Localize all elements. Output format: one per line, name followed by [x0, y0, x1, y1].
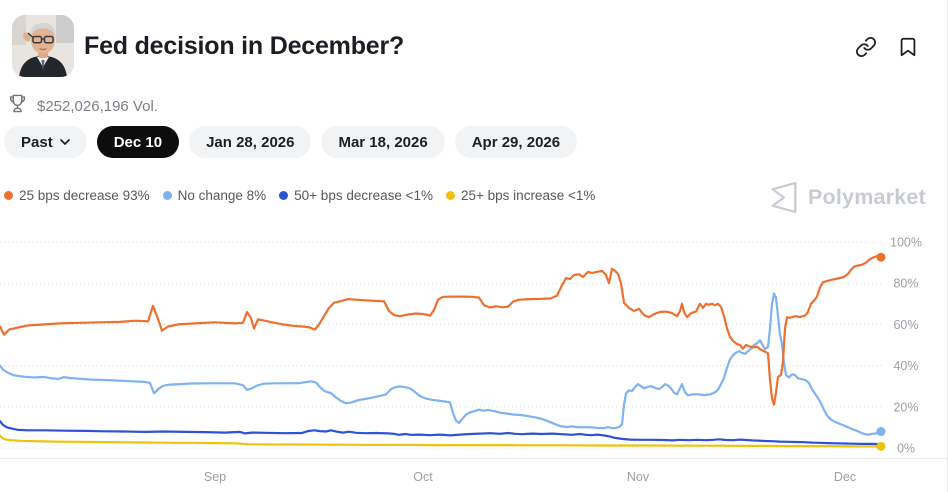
polymarket-logo-icon — [771, 181, 797, 214]
series-line-50-bps-decrease — [0, 420, 883, 446]
y-axis-tick-label: 0% — [897, 442, 915, 456]
y-axis-tick-label: 40% — [893, 359, 918, 373]
series-end-dot — [876, 441, 886, 451]
legend-item-50-bps-decrease: 50+ bps decrease <1% — [279, 188, 433, 203]
tab-past[interactable]: Past — [4, 126, 87, 158]
link-icon[interactable] — [855, 36, 877, 58]
x-axis-month-label: Oct — [413, 470, 433, 484]
jerome-powell-photo — [12, 15, 74, 77]
series-line-no-change — [0, 292, 883, 436]
bookmark-icon[interactable] — [897, 36, 919, 58]
x-axis-month-label: Sep — [204, 470, 226, 484]
polymarket-logo-text: Polymarket — [808, 185, 926, 209]
legend-item-no-change: No change 8% — [162, 188, 266, 203]
market-avatar — [12, 15, 74, 77]
y-axis-tick-label: 20% — [893, 400, 918, 414]
polymarket-watermark: Polymarket — [768, 181, 926, 214]
series-end-dot — [876, 427, 886, 437]
series-end-dot — [876, 252, 886, 262]
volume-text: $252,026,196 Vol. — [37, 97, 158, 115]
x-axis-month-label: Dec — [834, 470, 856, 484]
legend-item-25-bps-decrease: 25 bps decrease 93% — [4, 188, 150, 203]
chevron-down-icon — [59, 139, 70, 145]
legend-item-25-bps-increase: 25+ bps increase <1% — [446, 188, 595, 203]
tab-jan-28-2026[interactable]: Jan 28, 2026 — [189, 126, 312, 158]
chart-legend: 25 bps decrease 93% No change 8% 50+ bps… — [4, 188, 595, 203]
series-line-25-bps-decrease — [0, 255, 883, 406]
series-line-25-bps-increase — [0, 434, 883, 448]
legend-dot-icon — [162, 191, 172, 200]
price-chart[interactable]: 0% 20% 40% 60% 80% 100% Sep Oct Nov Dec — [0, 230, 948, 492]
trophy-icon — [8, 93, 27, 119]
tab-apr-29-2026[interactable]: Apr 29, 2026 — [454, 126, 578, 158]
price-chart-svg[interactable]: 0% 20% 40% 60% 80% 100% Sep Oct Nov Dec — [0, 230, 948, 492]
date-tabs: Past Dec 10 Jan 28, 2026 Mar 18, 2026 Ap… — [4, 126, 578, 158]
x-axis-month-label: Nov — [627, 470, 650, 484]
page-title: Fed decision in December? — [84, 32, 405, 60]
tab-dec-10[interactable]: Dec 10 — [96, 126, 180, 158]
tab-mar-18-2026[interactable]: Mar 18, 2026 — [321, 126, 445, 158]
legend-dot-icon — [279, 191, 289, 200]
legend-dot-icon — [4, 191, 13, 200]
y-axis-tick-label: 60% — [893, 318, 918, 332]
y-axis-tick-label: 80% — [893, 277, 918, 291]
legend-dot-icon — [446, 191, 456, 200]
y-axis-tick-label: 100% — [890, 236, 922, 250]
